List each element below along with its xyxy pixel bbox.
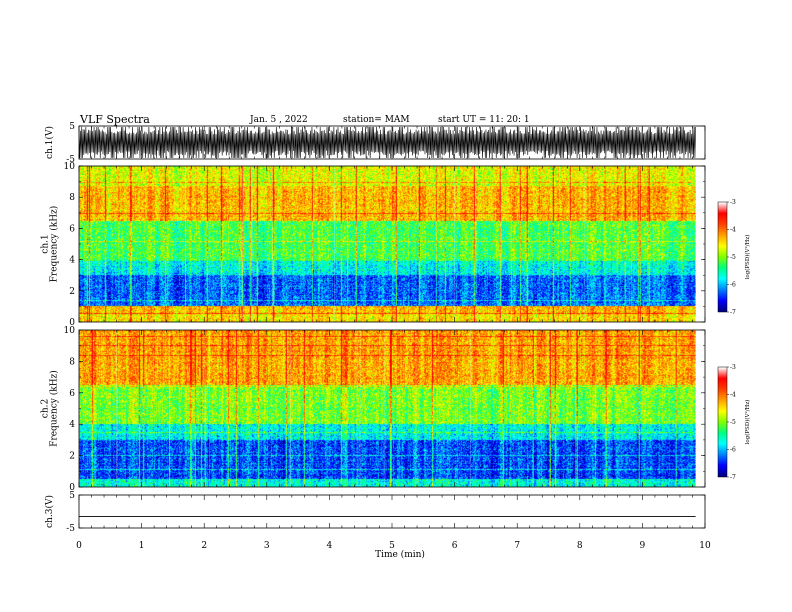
x-tick-label: 0: [76, 541, 82, 551]
y-tick-label: 2: [69, 287, 75, 297]
colorbar-tick-label: -4: [730, 227, 736, 234]
ch2-colorbar-gradient: [718, 367, 727, 477]
colorbar-tick-label: -6: [730, 447, 736, 454]
x-tick-label: 2: [201, 541, 207, 551]
colorbar-tick-label: -5: [730, 254, 736, 261]
y-tick-label: 4: [69, 256, 75, 266]
y-axis-label: ch.1: [41, 234, 51, 253]
colorbar-tick-label: -4: [730, 392, 736, 399]
ch1-colorbar-gradient: [718, 202, 727, 312]
colorbar-label: log(PSD)(V²/Hz): [744, 235, 751, 280]
y-axis-label: Frequency (kHz): [49, 370, 60, 447]
y-tick-label: 5: [69, 122, 75, 132]
y-tick-label: 6: [69, 389, 75, 399]
y-tick-label: 8: [69, 193, 75, 203]
y-tick-label: 0: [69, 483, 75, 493]
ch2-colorbar: -3 -4 -5 -6 -7 log(PSD)(V²/Hz): [717, 364, 751, 481]
y-axis-label: ch.2: [41, 399, 51, 418]
y-tick-label: 0: [69, 318, 75, 328]
y-tick-label: 6: [69, 224, 75, 234]
y-tick-label: 8: [69, 357, 75, 367]
y-axis-label: ch.3(V): [44, 495, 55, 528]
x-tick-label: 5: [389, 541, 395, 551]
x-tick-label: 1: [139, 541, 145, 551]
y-tick-label: -5: [66, 155, 75, 165]
colorbar-label: log(PSD)(V²/Hz): [744, 400, 751, 445]
x-tick-label: 10: [699, 541, 711, 551]
colorbar-tick-label: -7: [730, 474, 736, 481]
ch1-spectrogram-panel: 0 2 4 6 8 10 ch.1 Frequency (kHz): [41, 162, 706, 328]
ch2-spectrogram-image: [79, 330, 696, 487]
figure-title: VLF Spectra: [79, 113, 150, 126]
ch2-spectrogram-panel: 0 2 4 6 8 10 ch.2 Frequency (kHz): [41, 326, 706, 493]
x-tick-label: 3: [264, 541, 270, 551]
station-label: station= MAM: [343, 115, 410, 125]
x-tick-label: 6: [452, 541, 458, 551]
x-tick-label: 4: [327, 541, 333, 551]
x-tick-label: 7: [514, 541, 520, 551]
x-tick-labels: 0 1 2 3 4 5 6 7 8 9 10: [76, 541, 711, 551]
start-time-label: start UT = 11: 20: 1: [438, 115, 530, 125]
y-axis-label: ch.1(V): [44, 126, 55, 159]
x-axis-label: Time (min): [375, 549, 425, 560]
ch3-waveform-panel: 5 -5 ch.3(V): [44, 491, 706, 534]
y-tick-label: 2: [69, 452, 75, 462]
ch1-signal-trace: [78, 126, 696, 159]
y-tick-label: -5: [66, 524, 75, 534]
y-tick-label: 4: [69, 420, 75, 430]
colorbar-tick-label: -3: [730, 199, 736, 206]
ch1-waveform-panel: 5 -5 ch.1(V): [44, 122, 706, 165]
ch1-colorbar: -3 -4 -5 -6 -7 log(PSD)(V²/Hz): [717, 199, 751, 316]
colorbar-tick-label: -3: [730, 364, 736, 371]
ch1-spectrogram-image: [79, 166, 696, 322]
x-tick-label: 9: [640, 541, 646, 551]
x-tick-label: 8: [577, 541, 583, 551]
y-tick-label: 10: [64, 162, 76, 172]
date-label: Jan. 5 , 2022: [249, 115, 308, 125]
colorbar-tick-label: -7: [730, 309, 736, 316]
colorbar-tick-label: -5: [730, 419, 736, 426]
y-tick-label: 10: [64, 326, 76, 336]
y-axis-label: Frequency (kHz): [49, 206, 60, 283]
y-tick-label: 5: [69, 491, 75, 501]
colorbar-tick-label: -6: [730, 282, 736, 289]
